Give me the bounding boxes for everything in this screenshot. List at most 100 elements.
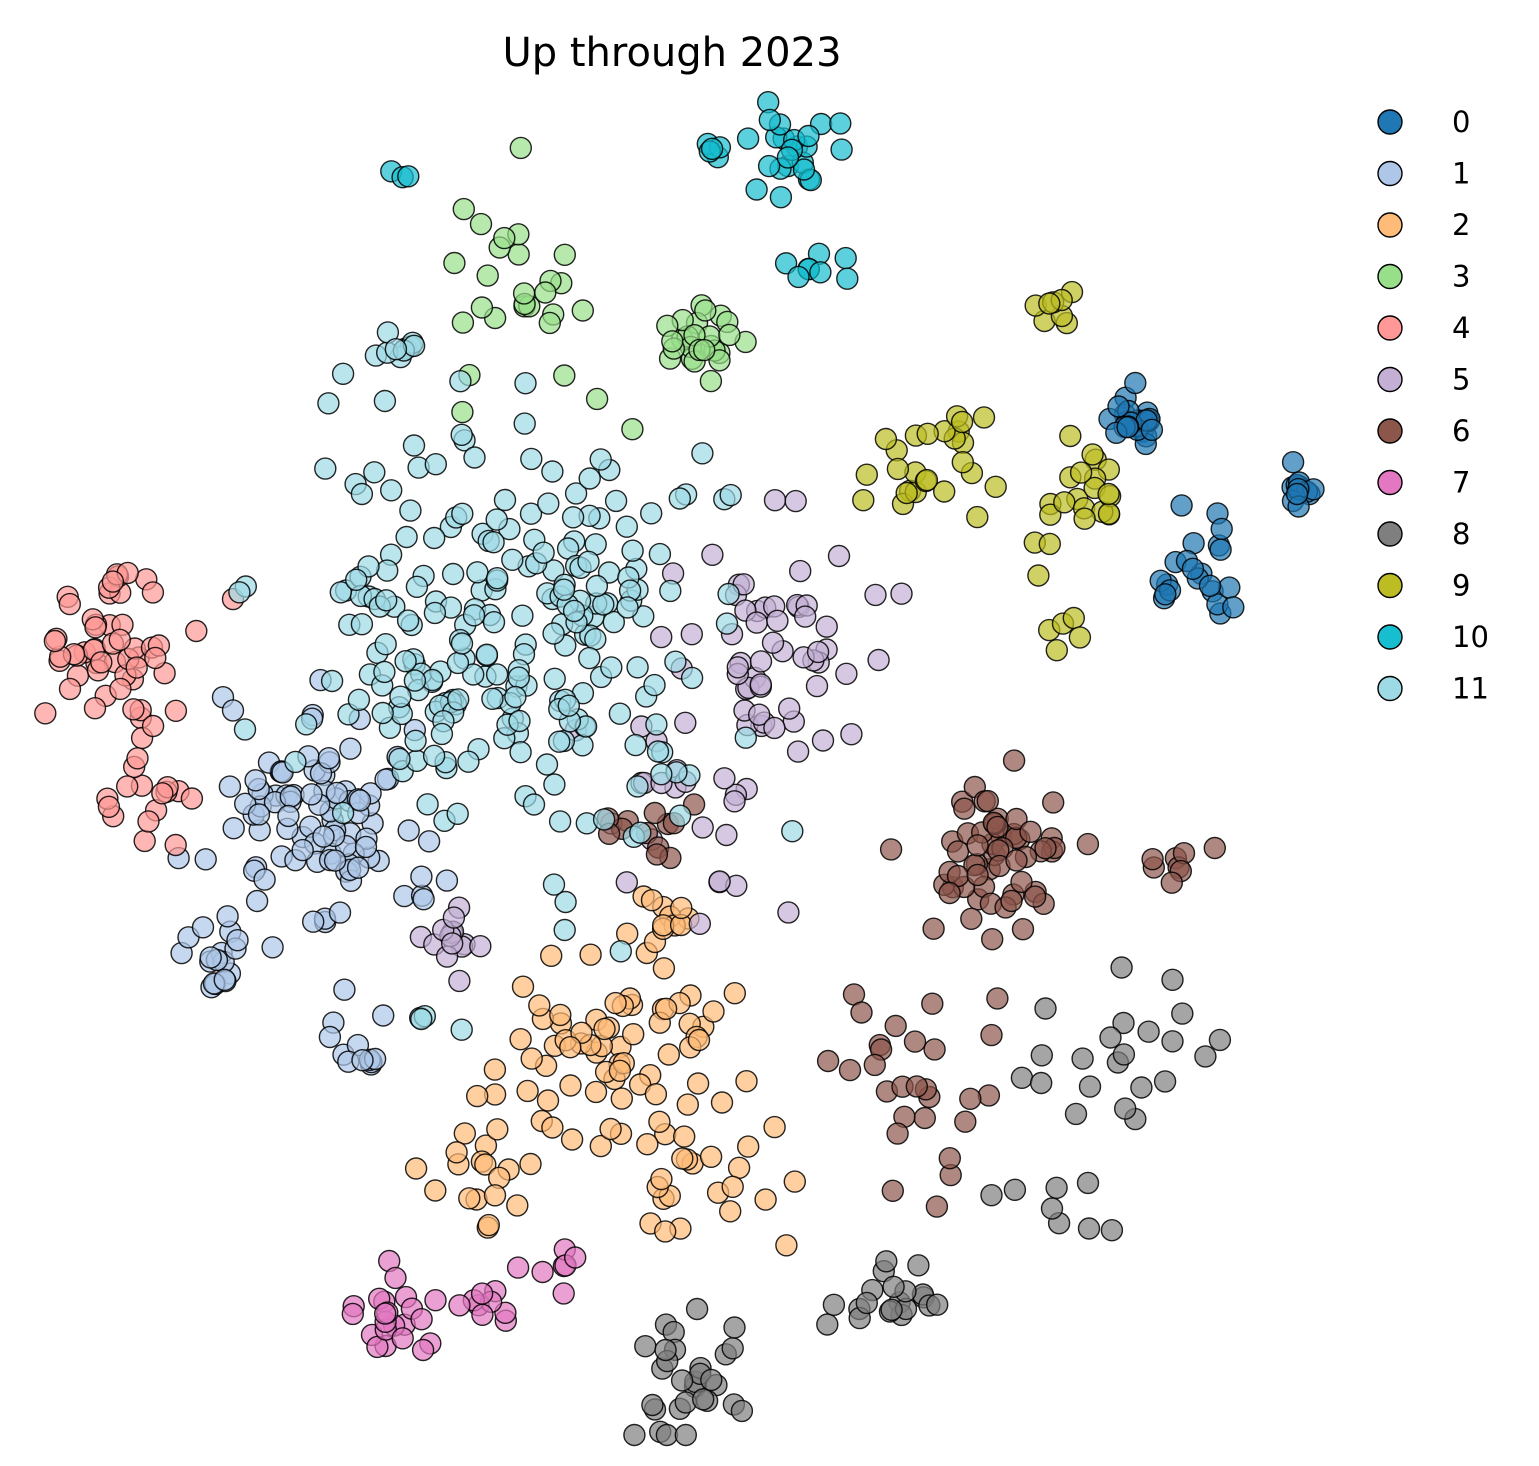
point-series-11 bbox=[331, 801, 355, 825]
point-series-11 bbox=[380, 479, 403, 502]
point-series-9 bbox=[984, 475, 1007, 498]
point-series-11 bbox=[457, 750, 480, 773]
point-series-9 bbox=[1027, 564, 1050, 587]
point-series-8 bbox=[1130, 1076, 1153, 1099]
point-series-8 bbox=[654, 1338, 677, 1362]
point-series-2 bbox=[486, 1118, 509, 1141]
point-series-5 bbox=[815, 615, 838, 638]
point-series-9 bbox=[1059, 424, 1082, 448]
point-series-8 bbox=[721, 1337, 744, 1360]
point-series-8 bbox=[1064, 1102, 1088, 1126]
point-series-10 bbox=[397, 165, 420, 188]
point-series-6 bbox=[960, 907, 983, 930]
point-series-10 bbox=[757, 154, 781, 178]
point-series-3 bbox=[708, 349, 731, 372]
point-series-11 bbox=[329, 581, 352, 604]
point-series-5 bbox=[749, 673, 772, 696]
point-series-7 bbox=[552, 1282, 575, 1305]
point-series-3 bbox=[509, 136, 532, 160]
point-series-5 bbox=[864, 583, 887, 607]
point-series-5 bbox=[840, 723, 863, 746]
point-series-2 bbox=[687, 1028, 711, 1052]
point-series-10 bbox=[834, 246, 857, 270]
point-series-1 bbox=[351, 1048, 374, 1072]
point-series-7 bbox=[411, 1338, 435, 1362]
point-series-6 bbox=[850, 1001, 873, 1024]
point-series-11 bbox=[514, 372, 537, 395]
point-series-11 bbox=[646, 740, 670, 763]
point-series-2 bbox=[458, 1187, 481, 1210]
point-series-0 bbox=[1209, 538, 1232, 561]
point-series-11 bbox=[450, 1018, 473, 1041]
point-series-9 bbox=[915, 468, 939, 492]
point-series-6 bbox=[863, 1053, 886, 1077]
point-series-11 bbox=[233, 718, 257, 741]
point-series-2 bbox=[511, 975, 535, 998]
point-series-2 bbox=[453, 1122, 476, 1145]
point-series-8 bbox=[1171, 1002, 1194, 1025]
point-series-2 bbox=[404, 1157, 428, 1180]
point-series-2 bbox=[622, 1022, 645, 1046]
point-series-8 bbox=[1003, 1178, 1027, 1202]
point-series-5 bbox=[715, 823, 738, 847]
point-series-9 bbox=[1062, 606, 1086, 630]
point-series-2 bbox=[775, 1234, 798, 1257]
point-series-4 bbox=[34, 702, 57, 725]
point-series-11 bbox=[504, 685, 527, 709]
point-series-6 bbox=[922, 917, 945, 940]
point-series-10 bbox=[769, 185, 793, 209]
point-series-1 bbox=[348, 789, 372, 812]
point-series-2 bbox=[559, 1074, 582, 1097]
point-series-11 bbox=[578, 646, 601, 670]
point-series-4 bbox=[108, 628, 132, 651]
point-series-5 bbox=[784, 489, 807, 513]
point-series-11 bbox=[485, 663, 509, 686]
point-series-11 bbox=[317, 392, 340, 415]
point-series-11 bbox=[604, 489, 628, 513]
point-series-11 bbox=[541, 460, 564, 483]
point-series-11 bbox=[423, 601, 447, 625]
point-series-3 bbox=[621, 418, 644, 441]
point-series-2 bbox=[727, 1156, 751, 1180]
point-series-9 bbox=[1038, 532, 1062, 556]
point-series-5 bbox=[763, 489, 787, 512]
point-series-1 bbox=[291, 838, 314, 862]
point-series-2 bbox=[483, 1184, 507, 1207]
point-series-0 bbox=[1218, 576, 1241, 599]
point-series-1 bbox=[397, 819, 420, 842]
point-series-1 bbox=[247, 803, 271, 826]
point-series-10 bbox=[809, 261, 832, 284]
point-series-2 bbox=[721, 1175, 744, 1199]
point-series-9 bbox=[1038, 292, 1061, 315]
point-series-11 bbox=[405, 575, 429, 598]
point-series-3 bbox=[451, 311, 475, 334]
point-series-2 bbox=[604, 991, 627, 1015]
point-series-2 bbox=[644, 1082, 668, 1106]
point-series-11 bbox=[609, 940, 632, 963]
point-series-11 bbox=[375, 589, 398, 612]
point-series-11 bbox=[475, 643, 499, 666]
point-series-6 bbox=[976, 789, 999, 813]
legend-label-1: 1 bbox=[1452, 157, 1470, 191]
point-series-9 bbox=[874, 427, 898, 451]
point-series-6 bbox=[980, 1023, 1003, 1047]
point-series-1 bbox=[222, 817, 245, 840]
point-series-1 bbox=[300, 783, 323, 806]
point-series-6 bbox=[1076, 832, 1100, 856]
point-series-11 bbox=[373, 389, 397, 413]
point-series-1 bbox=[435, 869, 459, 892]
point-series-11 bbox=[578, 467, 601, 490]
point-series-11 bbox=[384, 338, 408, 361]
point-series-8 bbox=[1071, 1047, 1094, 1070]
point-series-1 bbox=[279, 785, 302, 808]
point-series-11 bbox=[624, 733, 647, 757]
plot-area bbox=[34, 90, 1325, 1447]
point-series-1 bbox=[372, 1004, 395, 1027]
point-series-2 bbox=[593, 1017, 616, 1041]
legend-item-1: 1 bbox=[1377, 157, 1470, 191]
point-series-7 bbox=[374, 1302, 397, 1325]
point-series-11 bbox=[402, 434, 426, 457]
point-series-11 bbox=[320, 669, 344, 693]
legend: 0 1 2 3 4 5 6 7 8 9 10 11 bbox=[1377, 105, 1489, 706]
point-series-2 bbox=[509, 1027, 532, 1051]
